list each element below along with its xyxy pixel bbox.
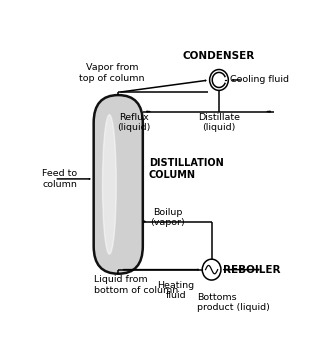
Ellipse shape [102,115,116,254]
Text: REBOILER: REBOILER [223,265,280,275]
Text: Heating
fluid: Heating fluid [158,281,195,300]
Text: CONDENSER: CONDENSER [183,51,255,61]
FancyBboxPatch shape [94,95,143,274]
Text: Vapor from
top of column: Vapor from top of column [79,63,145,83]
Text: DISTILLATION
COLUMN: DISTILLATION COLUMN [149,159,224,180]
Text: Boilup
(vapor): Boilup (vapor) [150,208,185,227]
Circle shape [202,259,221,280]
Text: Feed to
column: Feed to column [42,169,77,188]
Text: Distillate
(liquid): Distillate (liquid) [198,113,240,132]
Circle shape [210,70,228,90]
Text: Liquid from
bottom of column: Liquid from bottom of column [94,275,178,295]
Text: Bottoms
product (liquid): Bottoms product (liquid) [197,293,270,312]
Text: Cooling fluid: Cooling fluid [230,75,289,85]
Text: Reflux
(liquid): Reflux (liquid) [118,113,151,132]
